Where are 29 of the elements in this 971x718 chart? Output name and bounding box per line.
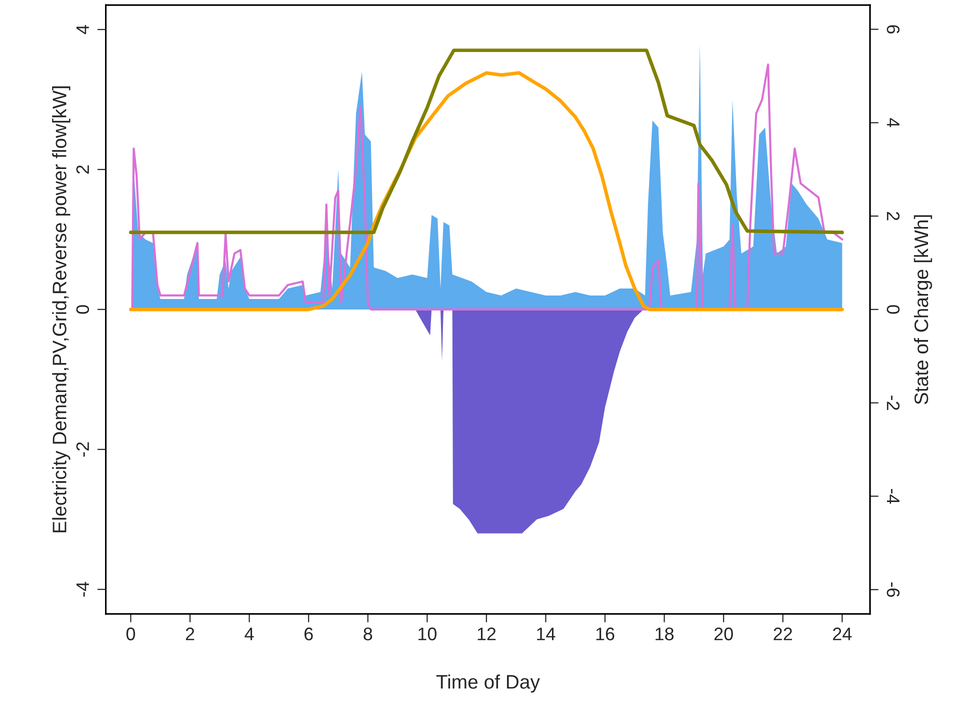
y2-tick-label: -6	[886, 582, 900, 597]
y2-tick-label: 2	[886, 212, 900, 220]
x-tick-label: 18	[656, 628, 674, 640]
x-tick-label: 20	[714, 628, 733, 640]
y-tick-label: -4	[76, 582, 89, 597]
x-tick-label: 8	[364, 628, 372, 640]
y2-tick-label: 0	[886, 305, 900, 314]
y-axis-title: Electricity Demand,PV,Grid,Reverse power flow[kW]	[52, 86, 70, 532]
x-axis-title: Time of Day	[436, 674, 540, 693]
y2-tick-label: 4	[886, 118, 900, 128]
x-tick-label: 6	[304, 628, 313, 640]
x-tick-label: 16	[596, 628, 614, 640]
line-series	[129, 48, 844, 234]
y2-axis-title: State of Charge [kWh]	[914, 215, 932, 404]
y2-tick-label: 6	[886, 25, 900, 34]
x-tick-label: 24	[833, 628, 852, 640]
y2-tick-label: -4	[886, 489, 900, 504]
y2-tick-label: -2	[886, 396, 900, 410]
x-tick-label: 12	[478, 628, 496, 640]
y-tick-label: 2	[76, 165, 89, 174]
y-tick-label: 4	[76, 25, 89, 34]
x-tick-label: 2	[186, 628, 194, 640]
x-tick-label: 4	[244, 628, 254, 640]
y-tick-label: -2	[76, 442, 89, 457]
y-tick-label: 0	[76, 305, 90, 314]
x-tick-label: 10	[418, 628, 436, 640]
x-tick-label: 14	[537, 628, 556, 640]
x-tick-label: 22	[774, 628, 792, 640]
x-tick-label: 0	[126, 628, 136, 640]
